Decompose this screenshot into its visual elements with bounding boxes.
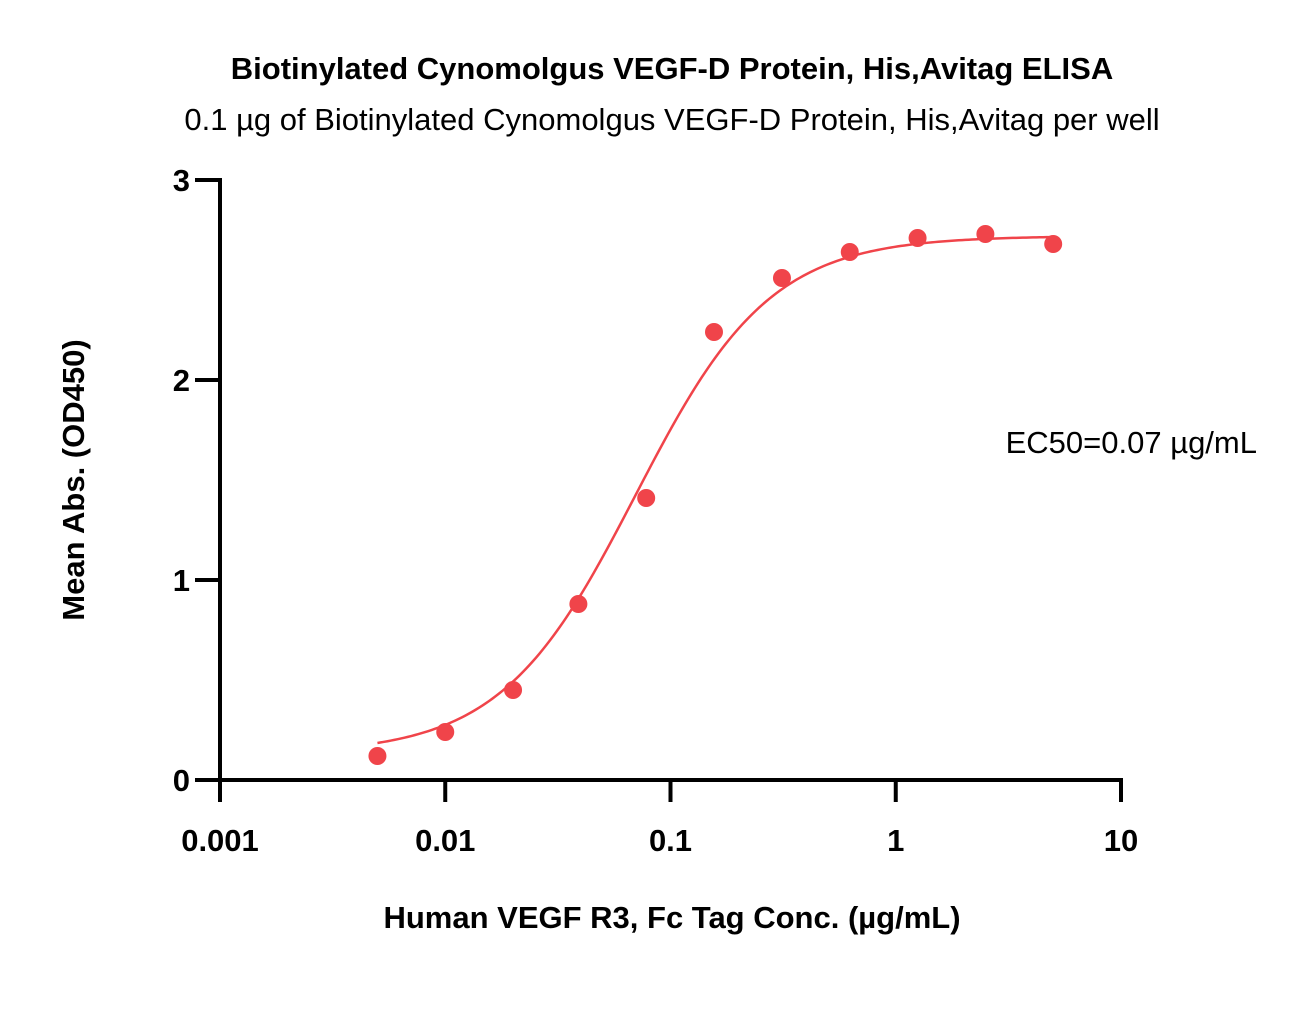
x-axis-ticks: 0.001 0.01 0.1 1 10: [181, 780, 1138, 858]
data-point: [976, 225, 995, 243]
y-tick-label: 0: [173, 763, 190, 798]
y-tick-label: 3: [173, 163, 190, 198]
axes: [218, 178, 1123, 782]
data-point: [368, 747, 387, 765]
x-tick-label: 1: [887, 823, 904, 858]
data-point: [569, 595, 588, 613]
data-point: [840, 243, 859, 261]
y-tick-label: 1: [173, 563, 190, 598]
x-tick-label: 0.01: [415, 823, 475, 858]
y-tick-label: 2: [173, 363, 190, 398]
x-tick-label: 0.001: [181, 823, 259, 858]
data-point: [908, 229, 927, 247]
y-axis-ticks: 0 1 2 3: [173, 163, 220, 798]
x-tick-label: 0.1: [649, 823, 692, 858]
data-point: [504, 681, 523, 699]
data-point: [637, 489, 656, 507]
ec50-annotation: EC50=0.07 µg/mL: [1006, 425, 1257, 460]
data-point: [705, 323, 724, 341]
x-tick-label: 10: [1104, 823, 1138, 858]
fit-curve: [377, 235, 1054, 745]
data-points: [368, 225, 1063, 765]
data-point: [1044, 235, 1063, 253]
y-axis-title: Mean Abs. (OD450): [56, 339, 91, 620]
chart-title: Biotinylated Cynomolgus VEGF-D Protein, …: [231, 51, 1113, 86]
x-axis-title: Human VEGF R3, Fc Tag Conc. (µg/mL): [383, 900, 960, 935]
data-point: [436, 723, 455, 741]
data-point: [772, 269, 791, 287]
chart-subtitle: 0.1 µg of Biotinylated Cynomolgus VEGF-D…: [184, 102, 1159, 137]
